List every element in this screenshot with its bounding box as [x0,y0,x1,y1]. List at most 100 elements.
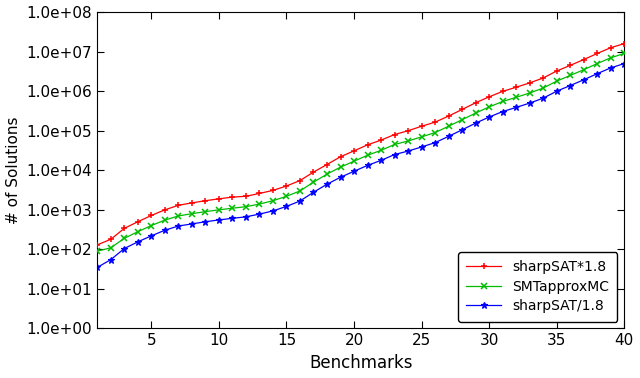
SMTapproxMC [337,165,344,169]
sharpSAT/1.8 [147,234,155,238]
SMTapproxMC [120,236,128,241]
sharpSAT*1.8 [472,101,479,105]
sharpSAT/1.8 [323,182,331,186]
SMTapproxMC [540,86,547,90]
SMTapproxMC [242,204,250,209]
SMTapproxMC [364,153,371,158]
sharpSAT*1.8 [107,237,115,242]
sharpSAT*1.8 [242,194,250,198]
sharpSAT/1.8 [620,61,628,66]
SMTapproxMC [296,189,304,193]
SMTapproxMC [350,159,358,163]
sharpSAT*1.8 [620,41,628,46]
sharpSAT/1.8 [404,149,412,153]
SMTapproxMC [418,135,426,139]
sharpSAT/1.8 [134,240,141,244]
sharpSAT*1.8 [228,195,236,199]
sharpSAT*1.8 [593,51,601,56]
sharpSAT*1.8 [188,201,196,205]
Line: SMTapproxMC: SMTapproxMC [94,50,628,255]
sharpSAT*1.8 [431,120,439,124]
sharpSAT/1.8 [283,204,291,209]
sharpSAT*1.8 [120,226,128,231]
SMTapproxMC [310,180,317,184]
SMTapproxMC [593,61,601,66]
sharpSAT*1.8 [296,178,304,183]
SMTapproxMC [269,198,276,203]
sharpSAT/1.8 [418,145,426,149]
sharpSAT/1.8 [526,101,534,105]
sharpSAT/1.8 [310,190,317,195]
sharpSAT/1.8 [228,216,236,221]
sharpSAT*1.8 [255,191,263,196]
sharpSAT/1.8 [445,134,452,139]
SMTapproxMC [553,79,561,84]
SMTapproxMC [580,67,588,72]
sharpSAT/1.8 [553,89,561,93]
sharpSAT/1.8 [472,121,479,125]
sharpSAT*1.8 [175,203,182,208]
sharpSAT*1.8 [161,208,169,212]
sharpSAT*1.8 [215,197,223,201]
X-axis label: Benchmarks: Benchmarks [309,354,413,372]
Line: sharpSAT*1.8: sharpSAT*1.8 [94,40,628,248]
SMTapproxMC [93,249,101,254]
sharpSAT*1.8 [566,63,574,68]
sharpSAT*1.8 [418,124,426,129]
SMTapproxMC [215,208,223,212]
SMTapproxMC [283,194,291,198]
SMTapproxMC [513,95,520,99]
sharpSAT/1.8 [593,71,601,76]
sharpSAT/1.8 [513,105,520,110]
sharpSAT/1.8 [296,199,304,203]
sharpSAT/1.8 [377,158,385,163]
sharpSAT/1.8 [120,246,128,251]
sharpSAT*1.8 [93,243,101,247]
sharpSAT*1.8 [553,69,561,73]
sharpSAT/1.8 [175,224,182,228]
SMTapproxMC [323,172,331,177]
sharpSAT*1.8 [580,57,588,62]
Line: sharpSAT/1.8: sharpSAT/1.8 [94,60,628,271]
sharpSAT*1.8 [513,85,520,90]
SMTapproxMC [390,142,398,147]
sharpSAT/1.8 [242,215,250,219]
SMTapproxMC [228,206,236,211]
sharpSAT*1.8 [337,155,344,159]
sharpSAT*1.8 [540,76,547,80]
SMTapproxMC [499,99,506,104]
SMTapproxMC [472,111,479,115]
sharpSAT/1.8 [255,212,263,216]
sharpSAT*1.8 [485,94,493,99]
sharpSAT/1.8 [364,163,371,168]
sharpSAT/1.8 [202,220,209,224]
sharpSAT*1.8 [499,89,506,94]
SMTapproxMC [147,223,155,228]
SMTapproxMC [445,124,452,129]
sharpSAT*1.8 [458,107,466,112]
sharpSAT/1.8 [269,209,276,213]
sharpSAT*1.8 [364,143,371,147]
SMTapproxMC [404,139,412,143]
sharpSAT*1.8 [526,81,534,85]
SMTapproxMC [566,73,574,78]
sharpSAT/1.8 [566,83,574,88]
SMTapproxMC [188,211,196,216]
SMTapproxMC [255,202,263,206]
sharpSAT*1.8 [390,132,398,137]
sharpSAT/1.8 [390,152,398,157]
sharpSAT/1.8 [161,228,169,232]
sharpSAT/1.8 [540,96,547,101]
SMTapproxMC [485,105,493,109]
sharpSAT*1.8 [202,198,209,203]
sharpSAT/1.8 [485,115,493,119]
sharpSAT*1.8 [323,162,331,167]
sharpSAT/1.8 [458,127,466,132]
sharpSAT*1.8 [310,170,317,174]
sharpSAT/1.8 [499,109,506,114]
SMTapproxMC [134,229,141,234]
SMTapproxMC [161,218,169,222]
sharpSAT*1.8 [283,184,291,188]
sharpSAT*1.8 [147,213,155,218]
SMTapproxMC [431,130,439,135]
